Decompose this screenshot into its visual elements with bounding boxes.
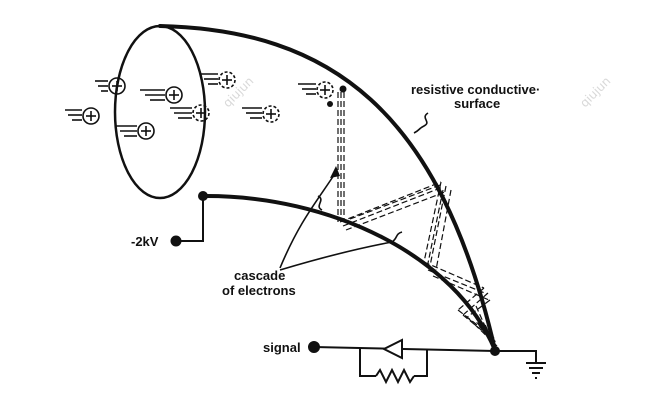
secondary-electron (327, 101, 333, 107)
cascade-pointer-2 (279, 231, 403, 271)
ion-2 (140, 86, 183, 104)
channel-horn (113, 24, 497, 352)
feedback-loop-wire (359, 349, 376, 377)
ion-3 (65, 107, 100, 125)
ion-6 (200, 71, 236, 89)
surface-label-line1: resistive conductive· (411, 82, 540, 97)
watermark-2: qiujun (577, 74, 613, 110)
ion-5 (116, 122, 155, 140)
cascade-pointer-1 (279, 171, 337, 269)
cascade-arrowhead-1 (330, 166, 340, 178)
signal-label: signal (263, 340, 301, 355)
resistor (375, 367, 415, 385)
channel-entrance-opening (113, 24, 207, 200)
voltage-label: -2kV (131, 234, 159, 249)
signal-output-circuit (308, 338, 500, 385)
channel-lower-wall (201, 193, 497, 352)
high-voltage-connection (170, 191, 208, 247)
cascade-exit-wedge (476, 322, 497, 351)
cascade-pointer-3 (317, 195, 323, 211)
voltage-terminal (170, 235, 182, 247)
ion-1 (95, 77, 126, 95)
electron-cascade (337, 92, 498, 347)
ion-impact-point (339, 85, 347, 93)
ion-4 (170, 104, 210, 122)
ion-8 (298, 81, 334, 99)
incoming-ions (65, 71, 334, 140)
surface-label-line2: surface (454, 96, 500, 111)
amplifier-triangle (381, 338, 403, 360)
surface-pointer (413, 112, 429, 134)
ion-7 (242, 105, 280, 123)
label-pointers (279, 112, 429, 271)
cascade-label-line2: of electrons (222, 283, 296, 298)
channel-upper-wall (158, 24, 497, 352)
cascade-label-line1: cascade (234, 268, 285, 283)
ground-symbol (495, 350, 546, 379)
